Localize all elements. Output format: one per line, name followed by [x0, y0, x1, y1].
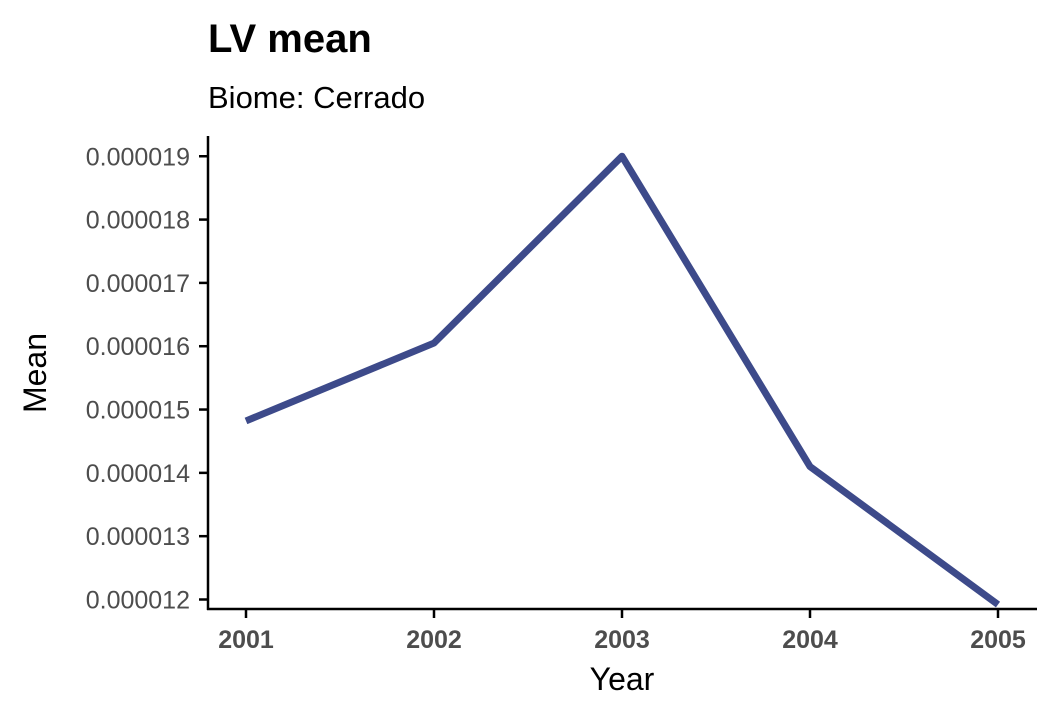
y-tick-label: 0.000013 — [86, 523, 190, 551]
y-tick-label: 0.000019 — [86, 143, 190, 171]
x-tick-label: 2001 — [218, 626, 274, 654]
x-tick-label: 2002 — [406, 626, 462, 654]
chart-subtitle: Biome: Cerrado — [208, 80, 425, 115]
x-axis-ticks: 2001 2002 2003 2004 2005 — [218, 609, 1026, 654]
y-axis-title: Mean — [17, 333, 53, 413]
series-line — [244, 152, 1001, 608]
y-tick-label: 0.000015 — [86, 397, 190, 425]
y-axis-ticks: 0.000012 0.000013 0.000014 0.000015 0.000016… — [86, 143, 208, 615]
x-tick-label: 2004 — [782, 626, 838, 654]
y-tick-label: 0.000017 — [86, 270, 190, 298]
x-tick-label: 2003 — [594, 626, 650, 654]
x-axis-title: Year — [590, 661, 655, 697]
chart-title: LV mean — [208, 17, 372, 61]
x-tick-label: 2005 — [970, 626, 1026, 654]
series-layer — [244, 152, 1001, 608]
y-tick-label: 0.000018 — [86, 207, 190, 235]
y-tick-label: 0.000012 — [86, 587, 190, 615]
y-tick-label: 0.000016 — [86, 333, 190, 361]
y-tick-label: 0.000014 — [86, 460, 190, 488]
